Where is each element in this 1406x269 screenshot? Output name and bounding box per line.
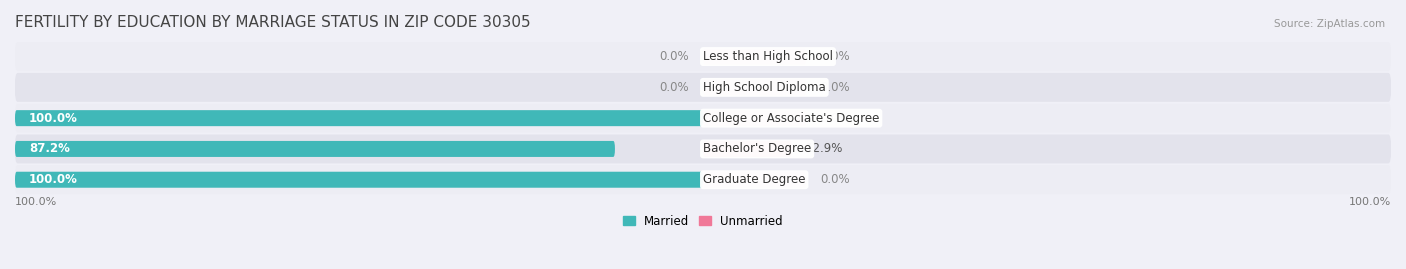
FancyBboxPatch shape [15,42,1391,71]
Text: 0.0%: 0.0% [820,173,849,186]
Text: 0.0%: 0.0% [659,50,689,63]
FancyBboxPatch shape [15,104,1391,133]
Text: FERTILITY BY EDUCATION BY MARRIAGE STATUS IN ZIP CODE 30305: FERTILITY BY EDUCATION BY MARRIAGE STATU… [15,15,530,30]
FancyBboxPatch shape [15,172,703,188]
Text: College or Associate's Degree: College or Associate's Degree [703,112,879,125]
FancyBboxPatch shape [15,134,1391,163]
Text: 12.9%: 12.9% [806,143,842,155]
Legend: Married, Unmarried: Married, Unmarried [623,214,783,228]
FancyBboxPatch shape [703,49,806,65]
FancyBboxPatch shape [15,110,703,126]
Text: 0.0%: 0.0% [820,50,849,63]
Text: Bachelor's Degree: Bachelor's Degree [703,143,811,155]
FancyBboxPatch shape [703,141,792,157]
Text: Less than High School: Less than High School [703,50,832,63]
Text: Source: ZipAtlas.com: Source: ZipAtlas.com [1274,19,1385,29]
Text: Graduate Degree: Graduate Degree [703,173,806,186]
Text: 0.0%: 0.0% [820,81,849,94]
FancyBboxPatch shape [15,73,1391,102]
Text: 0.0%: 0.0% [820,112,849,125]
Text: 0.0%: 0.0% [659,81,689,94]
FancyBboxPatch shape [15,165,1391,194]
FancyBboxPatch shape [703,79,806,95]
FancyBboxPatch shape [703,172,806,188]
Text: 100.0%: 100.0% [15,197,58,207]
FancyBboxPatch shape [703,110,806,126]
Text: 100.0%: 100.0% [28,173,77,186]
Text: 100.0%: 100.0% [28,112,77,125]
Text: 100.0%: 100.0% [1348,197,1391,207]
FancyBboxPatch shape [15,141,614,157]
Text: High School Diploma: High School Diploma [703,81,825,94]
Text: 87.2%: 87.2% [28,143,70,155]
